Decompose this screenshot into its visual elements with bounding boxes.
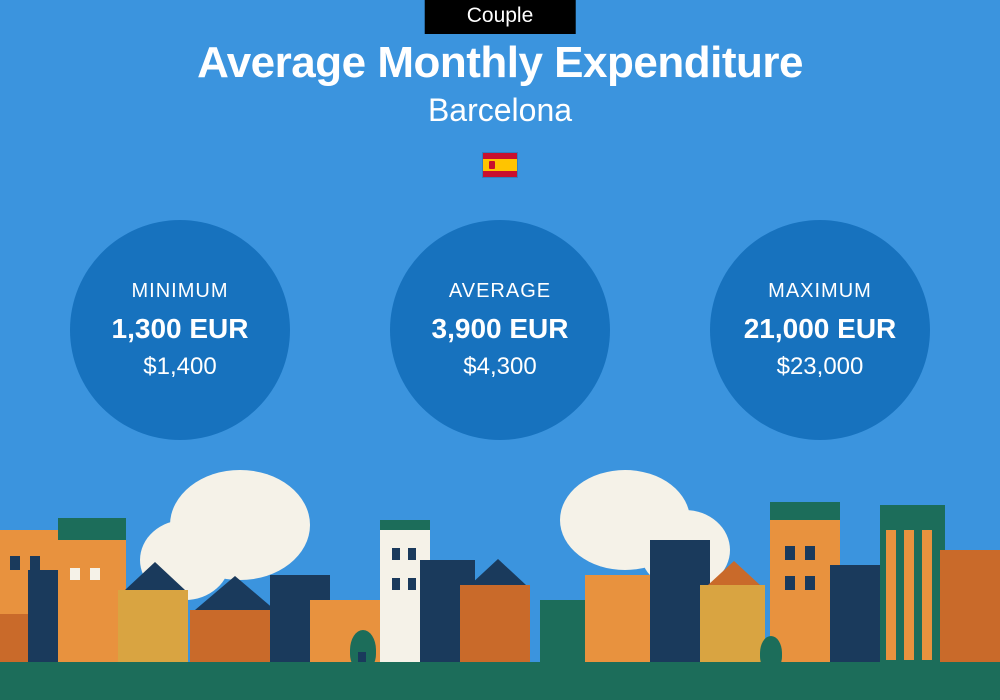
page-title: Average Monthly Expenditure [0,38,1000,88]
household-tag: Couple [425,0,576,34]
stat-average: AVERAGE 3,900 EUR $4,300 [390,220,610,440]
stats-row: MINIMUM 1,300 EUR $1,400 AVERAGE 3,900 E… [0,220,1000,440]
stat-sub: $1,400 [143,353,216,381]
stat-sub: $23,000 [777,353,864,381]
stat-main: 3,900 EUR [432,313,569,345]
stat-main: 21,000 EUR [744,313,897,345]
city-subtitle: Barcelona [0,92,1000,129]
stat-main: 1,300 EUR [112,313,249,345]
stat-maximum: MAXIMUM 21,000 EUR $23,000 [710,220,930,440]
country-flag-icon [482,152,518,178]
stat-label: MAXIMUM [768,280,872,303]
stat-sub: $4,300 [463,353,536,381]
stat-label: AVERAGE [449,280,551,303]
stat-label: MINIMUM [132,280,229,303]
stat-minimum: MINIMUM 1,300 EUR $1,400 [70,220,290,440]
cityscape-illustration [0,480,1000,700]
